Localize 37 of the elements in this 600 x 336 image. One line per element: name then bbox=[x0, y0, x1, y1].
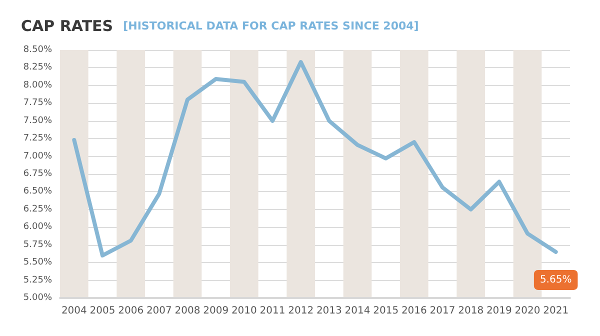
y-tick-label: 7.75% bbox=[23, 98, 52, 108]
y-tick-label: 7.25% bbox=[23, 134, 52, 144]
y-tick-label: 6.00% bbox=[23, 222, 52, 232]
y-tick-label: 6.75% bbox=[23, 169, 52, 179]
line-series bbox=[72, 60, 558, 258]
y-tick-label: 8.25% bbox=[23, 62, 52, 73]
chart-title: CAP RATES bbox=[21, 17, 114, 35]
y-tick-label: 5.75% bbox=[23, 240, 52, 250]
x-tick-label: 2011 bbox=[260, 306, 286, 316]
x-tick-label: 2019 bbox=[486, 306, 512, 316]
x-tick-label: 2020 bbox=[514, 306, 540, 316]
x-tick-label: 2015 bbox=[373, 306, 399, 316]
x-tick-label: 2009 bbox=[203, 306, 229, 316]
y-tick-label: 8.50% bbox=[23, 45, 52, 55]
x-tick-label: 2013 bbox=[316, 306, 342, 316]
x-tick-label: 2016 bbox=[401, 306, 427, 316]
x-tick-label: 2005 bbox=[90, 306, 116, 316]
y-tick-label: 5.50% bbox=[23, 258, 52, 268]
y-tick-label: 8.00% bbox=[23, 80, 52, 90]
data-label: 5.65% bbox=[540, 274, 572, 286]
y-tick-label: 6.50% bbox=[23, 186, 52, 197]
y-tick-label: 5.00% bbox=[23, 293, 52, 303]
x-tick-label: 2021 bbox=[543, 306, 569, 316]
y-tick-label: 7.50% bbox=[23, 116, 52, 126]
x-tick-label: 2008 bbox=[174, 306, 200, 316]
x-tick-label: 2014 bbox=[344, 306, 370, 316]
x-tick-label: 2018 bbox=[458, 306, 484, 316]
x-tick-label: 2012 bbox=[288, 306, 314, 316]
y-tick-label: 6.25% bbox=[23, 204, 52, 214]
y-tick-label: 7.00% bbox=[23, 151, 52, 162]
x-tick-label: 2006 bbox=[118, 306, 144, 316]
x-tick-label: 2010 bbox=[231, 306, 257, 316]
x-tick-label: 2004 bbox=[61, 306, 87, 316]
x-tick-label: 2017 bbox=[430, 306, 456, 316]
y-tick-label: 5.25% bbox=[23, 275, 52, 286]
x-tick-label: 2007 bbox=[146, 306, 172, 316]
chart-subtitle: [HISTORICAL DATA FOR CAP RATES SINCE 2004] bbox=[123, 20, 419, 32]
